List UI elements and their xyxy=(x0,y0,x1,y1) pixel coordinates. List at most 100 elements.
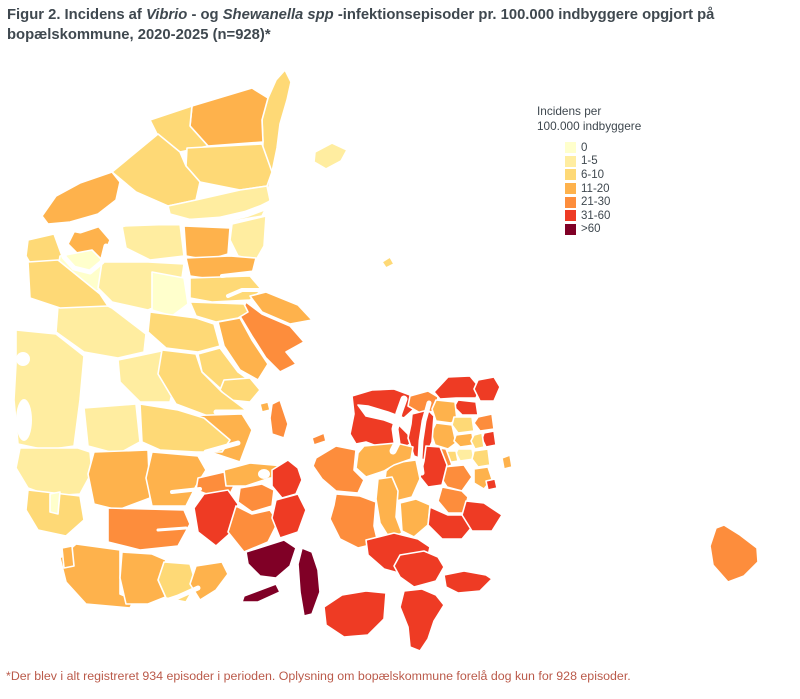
map-region-roemoe xyxy=(61,545,75,569)
map-region-aarhus xyxy=(217,317,269,381)
map-region-aalborg-oest xyxy=(229,215,267,261)
legend-item-label: 11-20 xyxy=(581,182,610,195)
map-region-vordingborg xyxy=(393,550,445,588)
legend-item: 0 xyxy=(565,141,641,155)
map-region-kerteminde xyxy=(271,459,303,499)
legend-item: 11-20 xyxy=(565,182,641,196)
map-region-holstebro xyxy=(27,259,109,309)
map-region-silkeborg xyxy=(147,311,221,353)
legend-swatch xyxy=(565,155,576,167)
figure-footnote: *Der blev i alt registreret 934 episoder… xyxy=(6,669,631,683)
legend-title: Incidens per 100.000 indbyggere xyxy=(537,104,641,134)
map-region-helsingoer xyxy=(473,376,501,402)
map-region-koebenhavn xyxy=(471,448,491,468)
water-flensborg-fjord xyxy=(157,585,201,606)
title-species-italic: Shewanella spp xyxy=(222,7,334,23)
map-region-hjoerring xyxy=(189,87,269,147)
map-region-viborg-oest xyxy=(151,271,189,317)
map-region-als xyxy=(189,561,229,601)
map-region-samsoe xyxy=(269,399,289,439)
map-region-sejeroe xyxy=(311,432,327,446)
legend-swatch xyxy=(565,196,576,208)
water-randers-fjord xyxy=(226,288,264,298)
map-region-aeroe xyxy=(241,583,281,603)
water-roskilde-fjord xyxy=(417,400,432,476)
map-region-randers xyxy=(189,275,263,303)
water-limfjord xyxy=(32,200,274,236)
map-region-lolland xyxy=(323,590,387,638)
legend-swatch xyxy=(565,223,576,235)
legend-item-label: 0 xyxy=(581,141,588,154)
map-region-holbaek xyxy=(355,442,414,478)
map-region-fredensborg xyxy=(453,399,479,416)
map-region-hoersholm xyxy=(473,413,495,432)
map-region-vejle xyxy=(139,403,231,453)
municipality-regions xyxy=(13,69,759,652)
legend-item-label: 21-30 xyxy=(581,196,611,209)
map-region-furesoe xyxy=(453,432,475,448)
water-nissum-fjord xyxy=(16,352,30,366)
legend-item-label: 31-60 xyxy=(581,209,611,222)
map-region-toender xyxy=(59,543,135,609)
fjords-and-lagoons xyxy=(16,200,432,606)
map-region-assens xyxy=(193,489,239,547)
map-region-kalundborg xyxy=(312,445,365,494)
title-text: - og xyxy=(187,7,223,23)
map-region-moen xyxy=(443,570,493,594)
map-region-faxe xyxy=(427,506,473,540)
map-region-nordfyns xyxy=(223,462,289,487)
map-region-thisted xyxy=(41,171,121,225)
legend-item-label: 1-5 xyxy=(581,155,598,168)
map-region-norddjurs xyxy=(249,291,313,325)
map-region-rebild xyxy=(183,225,231,261)
map-region-odense xyxy=(237,483,275,513)
water-haderslev-fjord xyxy=(156,526,188,532)
legend-title-line1: Incidens per xyxy=(537,104,602,118)
map-region-nyborg xyxy=(271,493,307,539)
legend-item-label: 6-10 xyxy=(581,168,605,181)
water-ringkoebing-fjord xyxy=(16,399,32,441)
legend-item: 31-60 xyxy=(565,209,641,223)
map-region-gribskov xyxy=(433,375,481,400)
water-isefjord xyxy=(389,395,408,455)
map-region-tunoe xyxy=(259,401,271,413)
figure-title-line1: Figur 2. Incidens af Vibrio - og Shewane… xyxy=(7,5,797,25)
map-region-bornholm xyxy=(709,524,759,583)
map-region-billund xyxy=(83,403,141,455)
map-region-fanoe xyxy=(49,491,61,515)
map-region-roskilde xyxy=(419,445,448,488)
legend-item: 6-10 xyxy=(565,168,641,182)
legend-swatch xyxy=(565,142,576,154)
water-vejle-fjord xyxy=(203,440,241,455)
map-region-syddjurs xyxy=(239,301,305,373)
map-legend: Incidens per 100.000 indbyggere 0 1-5 6-10… xyxy=(537,104,641,236)
legend-item: >60 xyxy=(565,223,641,237)
map-region-vejen xyxy=(87,449,151,511)
legend-swatch xyxy=(565,210,576,222)
map-region-lyngby xyxy=(470,432,485,450)
legend-item-label: >60 xyxy=(581,223,601,236)
title-text: Figur 2. Incidens af xyxy=(7,7,146,23)
legend-items: 0 1-5 6-10 11-20 21-30 31-60 >60 xyxy=(565,141,641,236)
map-region-egedal xyxy=(430,422,457,450)
map-region-saltholm xyxy=(501,454,513,470)
legend-item: 1-5 xyxy=(565,155,641,169)
map-region-jammerbugt xyxy=(111,133,201,207)
water-odense-fjord xyxy=(258,469,270,479)
map-region-hilleroed xyxy=(431,399,458,424)
map-region-kolding xyxy=(145,451,207,507)
map-region-svendborg xyxy=(245,539,297,579)
water-mariager-fjord xyxy=(220,270,258,278)
map-region-stevns xyxy=(461,500,503,532)
title-species-italic: Vibrio xyxy=(145,7,188,23)
water-limfjord-mors-syd xyxy=(61,239,109,275)
legend-title-line2: 100.000 indbyggere xyxy=(537,119,642,133)
map-region-faaborg-midtfyn xyxy=(227,505,279,553)
legend-swatch xyxy=(565,183,576,195)
map-region-vesthimmerland xyxy=(121,223,185,261)
legend-swatch xyxy=(565,169,576,181)
map-region-langeland xyxy=(297,547,321,617)
map-region-alleroed xyxy=(451,416,475,434)
map-region-soroe xyxy=(375,476,403,540)
